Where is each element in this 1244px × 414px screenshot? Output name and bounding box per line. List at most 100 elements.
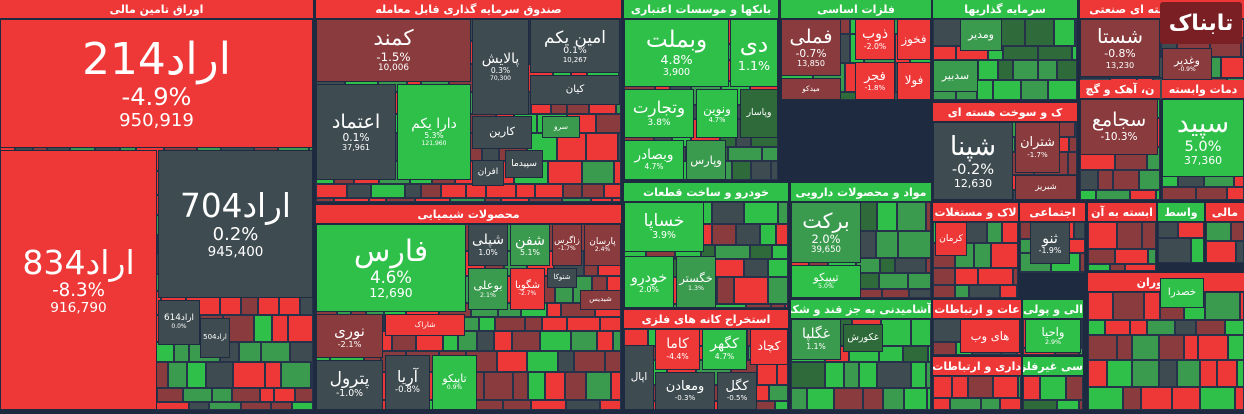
stock-name: فملی bbox=[789, 25, 833, 49]
filler-cell bbox=[1057, 60, 1077, 80]
filler-cell bbox=[212, 388, 232, 402]
filler-cell bbox=[904, 388, 927, 410]
stock-tile: خودرو 2.0% bbox=[624, 256, 674, 308]
stock-tile: وتجارت 3.8% bbox=[624, 89, 694, 138]
filler-cell bbox=[856, 258, 880, 273]
stock-change: -1.7% bbox=[558, 245, 576, 253]
filler-cell bbox=[528, 372, 545, 400]
stock-change: 0.2% bbox=[212, 223, 259, 245]
filler-cell bbox=[1141, 387, 1172, 410]
filler-cell bbox=[1088, 360, 1107, 387]
filler-cell bbox=[563, 184, 582, 198]
stock-value: 13,230 bbox=[1105, 59, 1135, 70]
filler-cell bbox=[757, 360, 777, 385]
filler-cell bbox=[233, 362, 265, 388]
filler-cell bbox=[1072, 46, 1077, 60]
filler-cell bbox=[1113, 170, 1139, 190]
filler-cell bbox=[586, 133, 618, 161]
stock-change: -2.0% bbox=[863, 42, 887, 52]
filler-cell bbox=[1025, 19, 1054, 46]
stock-tile: فخوز bbox=[897, 19, 931, 60]
sector-title: داری و ارتباطات bbox=[933, 357, 1021, 376]
filler-cell bbox=[807, 388, 834, 410]
stock-value: 10,006 bbox=[378, 63, 409, 74]
stock-value: 12,690 bbox=[369, 286, 413, 301]
filler-cell bbox=[558, 351, 574, 372]
stock-tile: اراد214 -4.9% 950,919 bbox=[0, 19, 313, 148]
sector: فلزات اساسی فملی -0.7% 13,850 ذوب -2.0% فخوز فج… bbox=[781, 0, 931, 100]
filler-cell bbox=[993, 80, 1021, 100]
filler-cell bbox=[895, 258, 926, 273]
stock-tile: فجر -1.8% bbox=[855, 62, 895, 100]
filler-cell bbox=[1023, 400, 1057, 410]
filler-cell bbox=[1198, 335, 1228, 360]
filler-cell bbox=[1178, 222, 1204, 238]
sector: مواد و محصولات دارویی برکت 2.0% 39,650 تیپیک… bbox=[791, 183, 931, 298]
stock-name: ومعادن bbox=[665, 378, 705, 394]
stock-tile: اراد614 0.0% bbox=[158, 300, 200, 345]
filler-cell bbox=[771, 161, 778, 180]
stock-tile: سپیدما bbox=[505, 150, 543, 178]
sector: ن، آهک و گچ سجامع -10.3% bbox=[1080, 80, 1160, 200]
stock-name: شفن bbox=[514, 232, 546, 249]
filler-cell bbox=[1132, 360, 1159, 387]
filler-cell bbox=[1130, 320, 1147, 335]
stock-change: -0.8% bbox=[1104, 47, 1136, 61]
stock-tile: شتران -1.7% bbox=[1015, 122, 1060, 173]
filler-cell bbox=[1144, 292, 1160, 320]
sector-title: عات و ارتباطات bbox=[933, 300, 1021, 319]
stock-name: سدبیر bbox=[941, 68, 970, 82]
filler-cell bbox=[512, 331, 540, 351]
filler-cell bbox=[879, 273, 908, 289]
filler-cell bbox=[155, 402, 189, 410]
stock-change: 2.0% bbox=[811, 231, 841, 246]
stock-tile: آریا -0.8% bbox=[385, 355, 430, 410]
stock-change: 2.4% bbox=[594, 245, 611, 253]
stock-tile: شاراک bbox=[385, 314, 465, 336]
filler-cell bbox=[1241, 38, 1244, 57]
filler-cell bbox=[535, 184, 563, 198]
filler-cell bbox=[1013, 268, 1018, 285]
filler-cell bbox=[527, 351, 558, 372]
stock-tile: دی 1.1% bbox=[730, 19, 778, 87]
stock-change: -0.7% bbox=[795, 46, 827, 60]
filler-cell bbox=[1075, 122, 1077, 137]
filler-cell bbox=[1065, 272, 1081, 273]
stock-tile: پترول -1.0% bbox=[316, 360, 383, 410]
filler-cell bbox=[1200, 387, 1235, 410]
stock-tile: وغدیر -0.9% bbox=[1162, 48, 1212, 80]
filler-cell bbox=[1079, 400, 1083, 410]
stock-tile: سپید 5.0% 37,360 bbox=[1162, 99, 1244, 177]
stock-tile: خساپا 3.9% bbox=[624, 202, 704, 252]
filler-cell bbox=[441, 184, 466, 198]
filler-cell bbox=[503, 400, 531, 410]
stock-name: تیپیکو bbox=[813, 270, 839, 284]
stock-tile: اعتماد 0.1% 37,961 bbox=[316, 84, 396, 180]
sector: لاک و مستغلات کرمان bbox=[933, 203, 1018, 298]
filler-cell bbox=[911, 319, 931, 346]
sector: بانکها و موسسات اعتباری وبملت 4.8% 3,900 دی 1… bbox=[624, 0, 778, 180]
filler-cell bbox=[547, 303, 561, 317]
stock-name: اراد704 bbox=[180, 187, 291, 226]
stock-name: سپیدما bbox=[511, 157, 537, 169]
stock-name: فجر bbox=[864, 68, 886, 84]
filler-cell bbox=[450, 198, 485, 202]
filler-cell bbox=[272, 315, 288, 342]
filler-cell bbox=[1206, 222, 1231, 241]
stock-name: پارسان bbox=[589, 236, 616, 247]
filler-cell bbox=[421, 184, 441, 198]
sector: و رستورانخصدرا bbox=[1088, 273, 1244, 410]
stock-name: فارس bbox=[353, 234, 429, 270]
filler-cell bbox=[168, 362, 187, 388]
stock-name: اراد214 bbox=[82, 34, 231, 86]
stock-name: سرو bbox=[554, 121, 568, 131]
filler-cell bbox=[605, 351, 621, 372]
stock-tile: اراد704 0.2% 945,400 bbox=[158, 150, 313, 298]
filler-cell bbox=[711, 259, 744, 277]
stock-tile: شیدیس bbox=[580, 290, 621, 310]
filler-cell bbox=[1132, 335, 1159, 360]
filler-cell bbox=[1221, 57, 1244, 78]
filler-cell bbox=[600, 400, 621, 410]
stock-name: های وب bbox=[970, 328, 1010, 343]
filler-cell bbox=[933, 319, 965, 342]
